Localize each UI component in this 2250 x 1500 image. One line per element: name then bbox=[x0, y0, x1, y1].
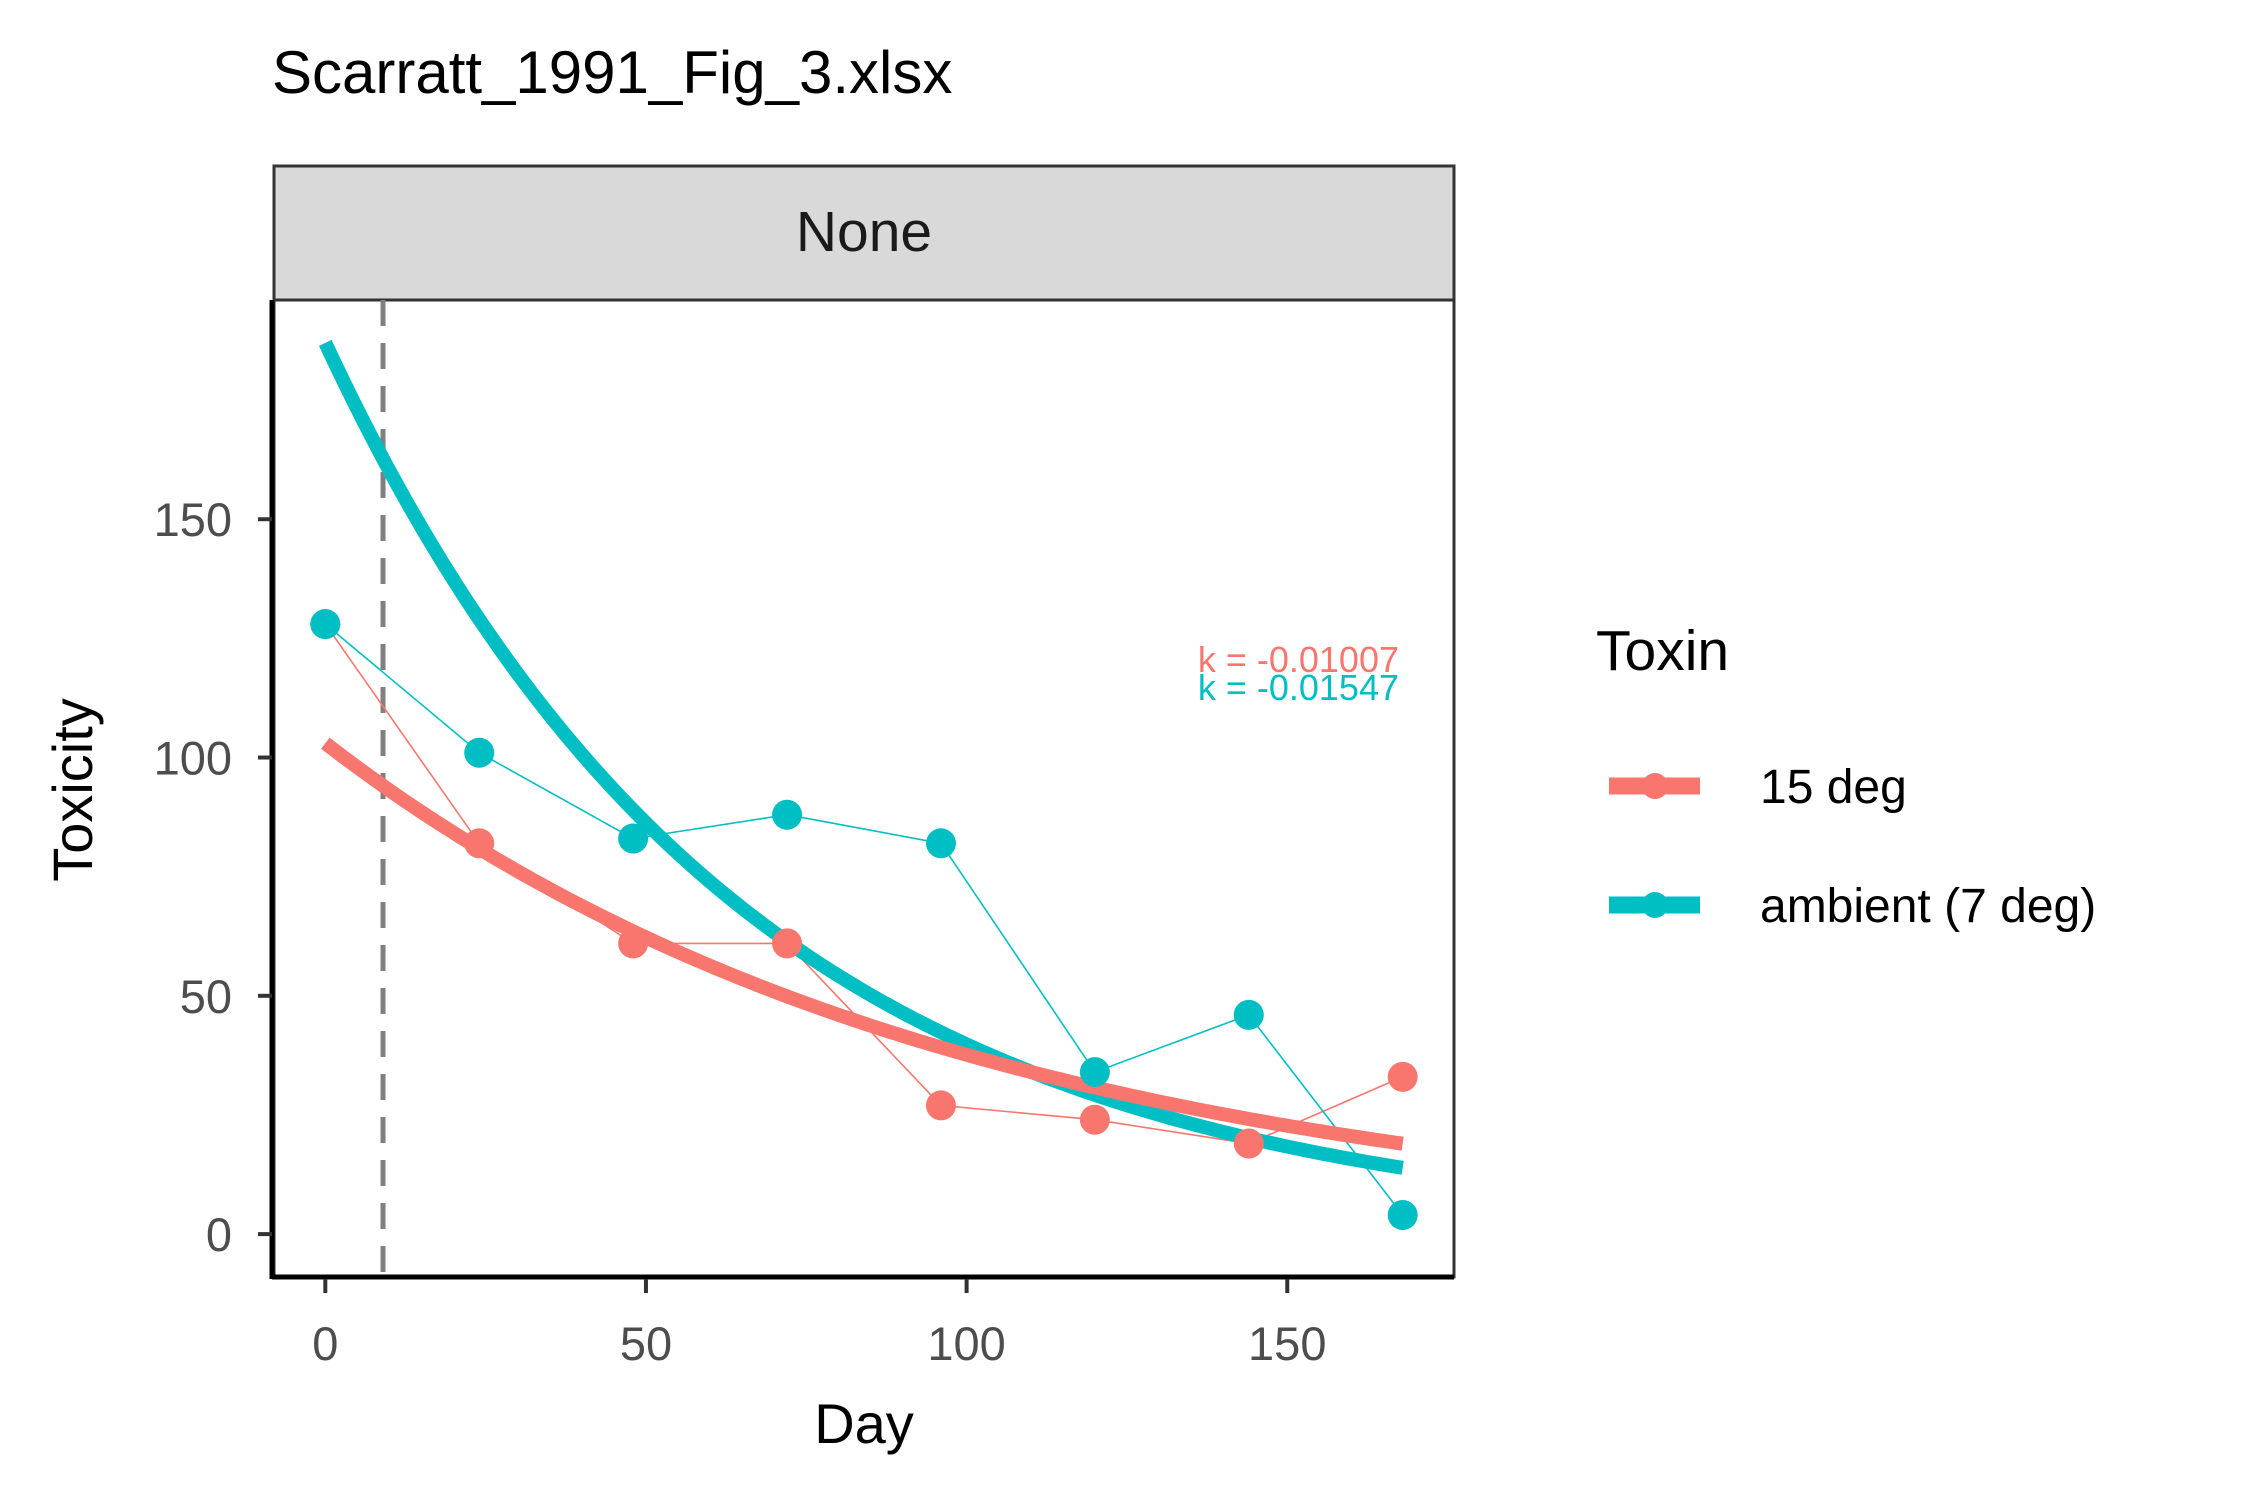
legend: Toxin 15 deg ambient (7 deg) bbox=[1596, 619, 2096, 933]
data-point-ambient-7-deg bbox=[925, 828, 956, 859]
series-layer bbox=[310, 339, 1418, 1231]
y-tick-label: 50 bbox=[180, 970, 232, 1023]
k-label-ambient: k = -0.01547 bbox=[1198, 667, 1399, 708]
x-tick-label: 0 bbox=[312, 1317, 338, 1370]
data-point-ambient-7-deg bbox=[1079, 1057, 1110, 1088]
fit-curve-ambient-7-deg bbox=[318, 339, 1404, 1175]
x-ticks: 0 50 100 150 bbox=[312, 1279, 1326, 1370]
data-point-15-deg bbox=[464, 828, 495, 859]
legend-item-ambient: ambient (7 deg) bbox=[1609, 880, 2096, 933]
data-point-ambient-7-deg bbox=[1233, 999, 1264, 1030]
facet-strip bbox=[272, 164, 1456, 302]
data-point-ambient-7-deg bbox=[618, 823, 649, 854]
data-point-15-deg bbox=[618, 928, 649, 959]
legend-item-15-deg: 15 deg bbox=[1609, 761, 1907, 814]
y-tick-label: 0 bbox=[206, 1208, 232, 1261]
chart-title: Scarratt_1991_Fig_3.xlsx bbox=[272, 39, 952, 106]
legend-key-point-ambient bbox=[1642, 892, 1668, 918]
y-tick-label: 150 bbox=[154, 493, 232, 546]
legend-label-ambient: ambient (7 deg) bbox=[1760, 880, 2096, 933]
data-point-ambient-7-deg bbox=[772, 799, 803, 830]
data-point-15-deg bbox=[1387, 1061, 1418, 1092]
fit-curve-15-deg bbox=[321, 737, 1404, 1151]
y-ticks: 0 50 100 150 bbox=[154, 493, 272, 1261]
legend-title: Toxin bbox=[1596, 619, 1729, 683]
y-axis-title: Toxicity bbox=[41, 698, 104, 882]
data-point-15-deg bbox=[1079, 1104, 1110, 1135]
x-tick-label: 100 bbox=[927, 1317, 1005, 1370]
x-axis-title: Day bbox=[814, 1392, 914, 1455]
x-tick-label: 150 bbox=[1248, 1317, 1326, 1370]
legend-key-point-15-deg bbox=[1642, 773, 1668, 799]
series-line-ambient-7-deg bbox=[324, 623, 1404, 1216]
data-point-15-deg bbox=[925, 1090, 956, 1121]
k-label-15-deg: k = -0.01007 bbox=[1198, 639, 1399, 680]
data-point-ambient-7-deg bbox=[1387, 1200, 1418, 1231]
data-point-ambient-7-deg bbox=[310, 609, 341, 640]
y-tick-label: 100 bbox=[154, 732, 232, 785]
facet-label: None bbox=[796, 200, 932, 264]
legend-label-15-deg: 15 deg bbox=[1760, 761, 1907, 814]
data-point-ambient-7-deg bbox=[464, 737, 495, 768]
data-point-15-deg bbox=[1233, 1128, 1264, 1159]
data-point-15-deg bbox=[772, 928, 803, 959]
x-tick-label: 50 bbox=[620, 1317, 672, 1370]
